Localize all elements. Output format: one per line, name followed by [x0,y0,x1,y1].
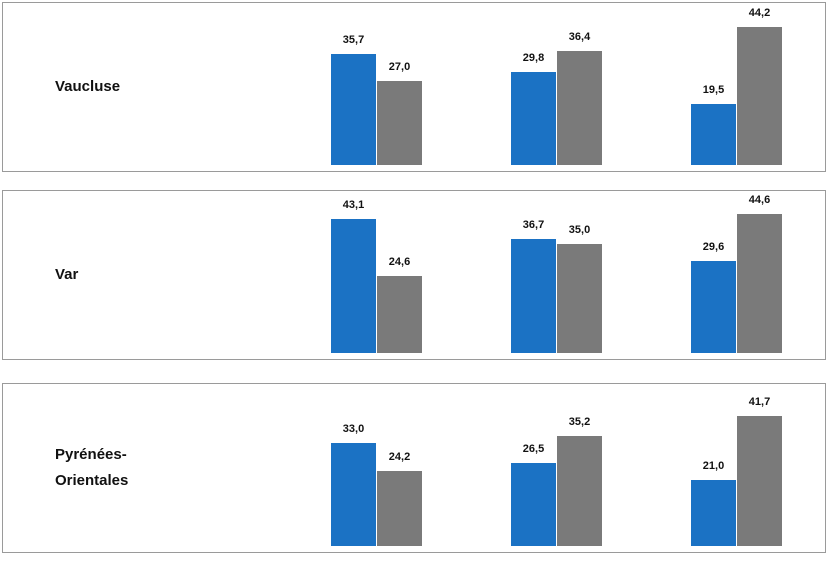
region-title: Vaucluse [55,78,121,95]
data-label: 44,6 [748,193,771,206]
bar [377,80,422,165]
data-label: 29,6 [702,240,725,253]
chart-panel: Vaucluse 35,7 29,8 19,5 27,0 36,4 44,2 [2,2,826,172]
bar [737,27,782,165]
data-label: 29,8 [522,52,545,65]
chart-panel: Var 43,1 36,7 29,6 24,6 35,0 44,6 [2,190,826,360]
data-label: 41,7 [748,395,771,408]
bar [691,480,736,546]
bar [737,415,782,546]
bar [331,443,376,546]
data-label: 19,5 [702,84,725,97]
bar [331,218,376,353]
bar [377,276,422,353]
data-label: 35,7 [342,33,365,46]
bar [691,104,736,165]
data-label: 35,0 [568,223,591,236]
bar [511,463,556,546]
bar [691,260,736,353]
bar [511,72,556,165]
data-label: 36,7 [522,218,545,231]
data-label: 36,4 [568,31,591,44]
data-label: 24,2 [388,450,411,463]
bar [377,470,422,546]
bar [557,51,602,165]
data-label: 26,5 [522,443,545,456]
data-label: 33,0 [342,423,365,436]
data-label: 27,0 [388,60,411,73]
data-label: 44,2 [748,7,771,20]
chart-panel: Pyrénées-Orientales 33,0 26,5 21,0 24,2 35,2 4… [2,383,826,553]
bar [511,238,556,353]
data-label: 35,2 [568,416,591,429]
bar [737,213,782,353]
bar [557,436,602,546]
region-title: Pyrénées-Orientales [55,446,129,489]
bar [331,53,376,165]
data-label: 43,1 [342,198,365,211]
data-label: 24,6 [388,256,411,269]
region-title: Var [55,266,79,283]
bar [557,243,602,353]
data-label: 21,0 [702,460,725,473]
